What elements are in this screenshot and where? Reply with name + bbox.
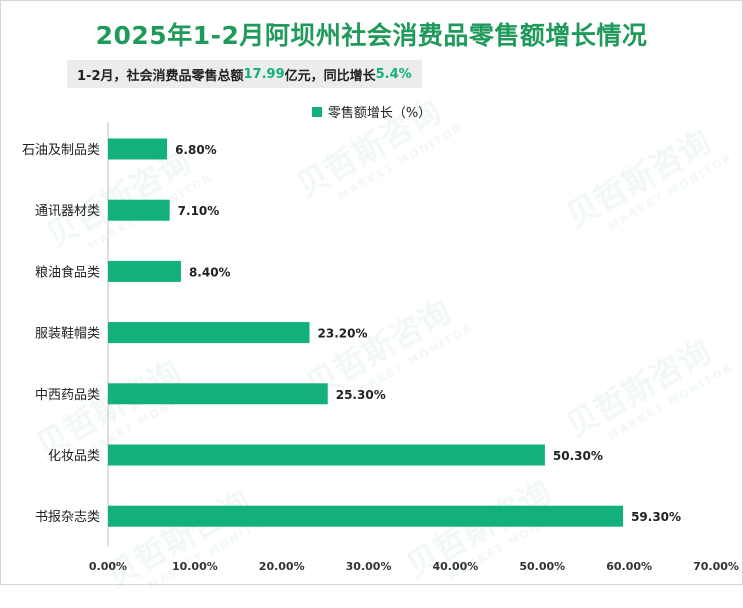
- category-label: 中西药品类: [35, 388, 100, 403]
- subtitle-growth: 5.4%: [375, 66, 412, 82]
- data-label: 8.40%: [189, 265, 231, 279]
- data-label: 6.80%: [175, 143, 217, 157]
- x-tick-label: 50.00%: [519, 560, 565, 573]
- data-label: 23.20%: [318, 327, 368, 341]
- x-tick-label: 10.00%: [172, 560, 218, 573]
- x-tick-label: 70.00%: [693, 560, 739, 573]
- chart-title: 2025年1-2月阿坝州社会消费品零售额增长情况: [95, 21, 648, 50]
- data-label: 25.30%: [336, 388, 386, 402]
- data-label: 7.10%: [178, 204, 220, 218]
- bar: [108, 322, 310, 344]
- category-label: 服装鞋帽类: [35, 326, 100, 342]
- data-label: 59.30%: [631, 510, 681, 524]
- bar: [108, 260, 181, 282]
- legend-label: 零售额增长（%）: [327, 106, 432, 121]
- bar: [108, 138, 168, 160]
- x-tick-label: 40.00%: [433, 560, 479, 573]
- bar: [108, 383, 328, 405]
- legend-swatch: [311, 106, 322, 117]
- x-tick-label: 20.00%: [259, 560, 305, 573]
- bar: [108, 199, 170, 221]
- category-label: 书报杂志类: [35, 510, 100, 525]
- x-tick-label: 30.00%: [346, 560, 392, 573]
- x-tick-label: 60.00%: [606, 560, 652, 573]
- bar: [108, 505, 624, 527]
- bar: [108, 444, 545, 466]
- subtitle-prefix: 1-2月，社会消费品零售总额: [77, 68, 244, 84]
- category-label: 粮油食品类: [35, 264, 100, 280]
- x-tick-label: 0.00%: [89, 560, 127, 573]
- data-label: 50.30%: [553, 449, 603, 463]
- category-label: 石油及制品类: [22, 143, 100, 158]
- category-label: 化妆品类: [48, 449, 100, 464]
- category-label: 通讯器材类: [35, 204, 100, 219]
- subtitle-total: 17.99: [243, 66, 285, 82]
- legend: 零售额增长（%）: [0, 102, 743, 121]
- subtitle-box: 1-2月，社会消费品零售总额 17.99 亿元，同比增长 5.4%: [67, 60, 422, 88]
- bar-chart: 石油及制品类 6.80% 通讯器材类 7.10% 粮油食品类 8.40% 服装鞋帽类 23.2…: [22, 122, 739, 573]
- subtitle-middle: 亿元，同比增长: [284, 68, 376, 84]
